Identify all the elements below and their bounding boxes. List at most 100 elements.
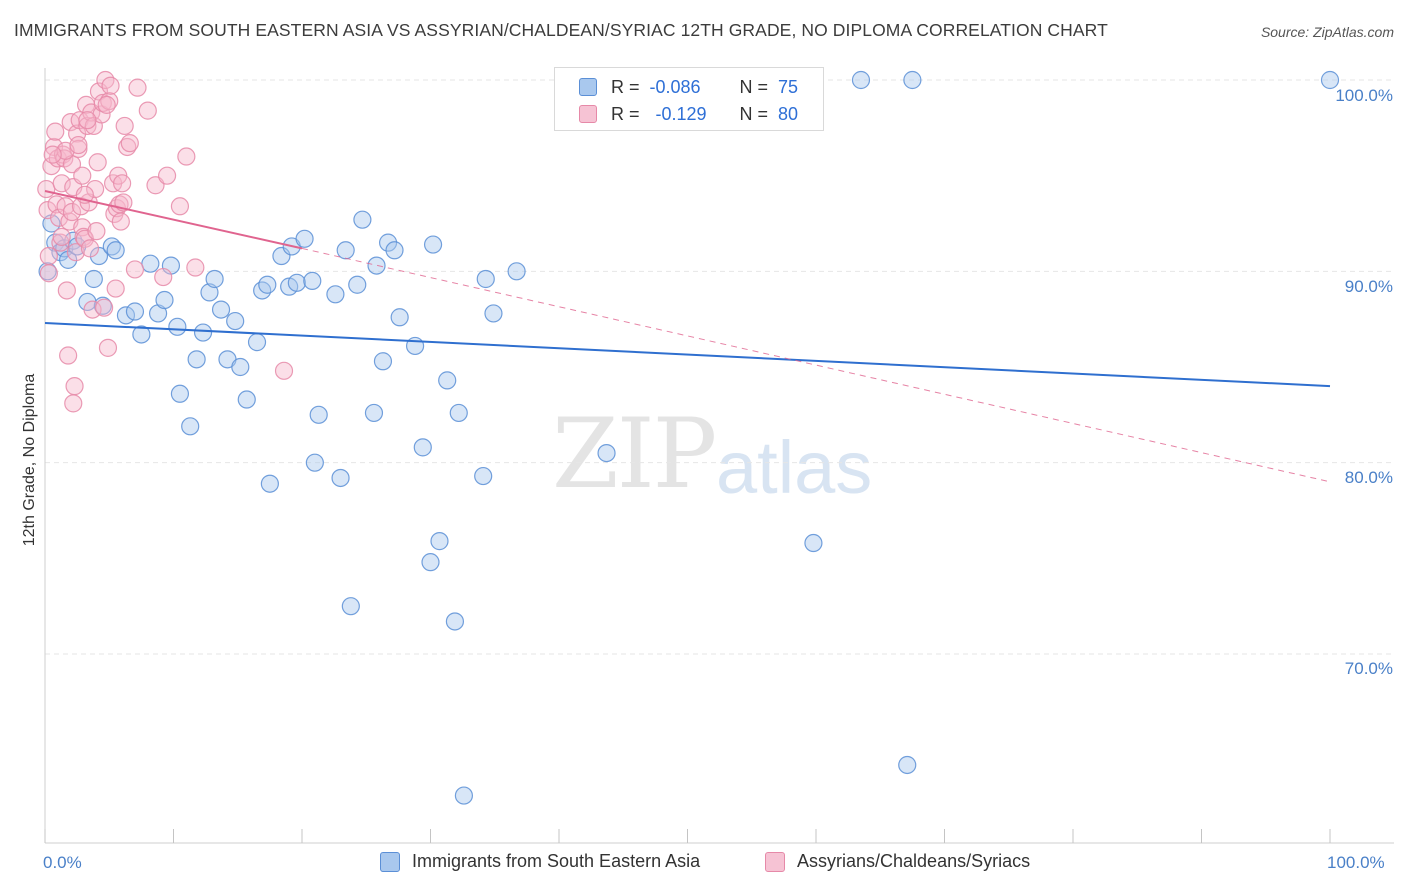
blue-swatch xyxy=(579,78,597,96)
blue-point-51 xyxy=(364,403,384,423)
blue-point-52 xyxy=(367,256,386,275)
pink-point-7 xyxy=(47,195,66,214)
blue-point-50 xyxy=(353,210,372,229)
blue-point-47 xyxy=(336,241,355,260)
blue-point-58 xyxy=(413,438,432,457)
legend-item-blue[interactable]: Immigrants from South Eastern Asia xyxy=(380,851,700,872)
watermark-zip: ZIP xyxy=(552,398,717,510)
blue-point-40 xyxy=(287,273,306,292)
blue-point-65 xyxy=(454,786,474,805)
pink-point-45 xyxy=(96,70,115,90)
series-blue-points xyxy=(38,70,1340,805)
pink-point-67 xyxy=(170,197,190,216)
legend-label-blue: Immigrants from South Eastern Asia xyxy=(412,851,701,871)
blue-point-32 xyxy=(237,390,256,409)
blue-point-46 xyxy=(331,468,350,488)
pink-point-78 xyxy=(73,166,92,185)
pink-point-51 xyxy=(106,279,125,298)
blue-point-71 xyxy=(804,533,823,553)
x-tick-0: 0.0% xyxy=(43,853,82,872)
blue-point-31 xyxy=(231,357,250,377)
pink-point-63 xyxy=(138,101,157,120)
blue-point-66 xyxy=(474,466,493,486)
blue-point-21 xyxy=(168,317,187,336)
pink-point-36 xyxy=(83,300,102,319)
pink-trend-line xyxy=(44,189,303,250)
pink-point-15 xyxy=(57,281,76,300)
pink-point-24 xyxy=(68,124,87,143)
pink-point-70 xyxy=(274,361,294,380)
pink-point-40 xyxy=(88,153,107,172)
pink-point-69 xyxy=(186,258,205,277)
pink-point-44 xyxy=(95,298,114,317)
x-tick-100: 100.0% xyxy=(1327,853,1385,872)
blue-point-14 xyxy=(116,306,136,325)
blue-point-63 xyxy=(445,612,465,631)
blue-point-72 xyxy=(851,70,871,90)
legend-row-pink: R = -0.129 N = 80 xyxy=(555,100,798,128)
blue-point-74 xyxy=(903,70,922,90)
pink-point-23 xyxy=(66,243,85,262)
series-pink-points xyxy=(37,70,294,413)
blue-point-61 xyxy=(430,532,449,551)
pink-swatch xyxy=(765,851,785,872)
blue-point-25 xyxy=(193,323,213,342)
pink-point-34 xyxy=(80,239,100,258)
blue-point-36 xyxy=(260,474,279,493)
blue-point-73 xyxy=(898,755,917,775)
y-tick-80: 80.0% xyxy=(1344,468,1393,487)
pink-point-22 xyxy=(65,377,84,396)
pink-point-73 xyxy=(97,95,116,114)
n-label: N = xyxy=(739,103,769,124)
n-label: N = xyxy=(739,76,769,97)
pink-point-10 xyxy=(51,233,70,252)
blue-point-26 xyxy=(200,283,219,302)
pink-point-61 xyxy=(125,260,145,279)
chart-title: IMMIGRANTS FROM SOUTH EASTERN ASIA VS AS… xyxy=(14,20,1108,40)
blue-point-15 xyxy=(125,302,145,321)
blue-point-62 xyxy=(438,371,457,390)
pink-point-79 xyxy=(64,394,83,413)
pink-point-66 xyxy=(157,166,177,185)
pink-point-77 xyxy=(52,227,71,246)
blue-point-42 xyxy=(303,271,322,290)
blue-point-35 xyxy=(258,275,277,294)
blue-point-48 xyxy=(341,597,360,616)
blue-point-22 xyxy=(170,384,190,403)
blue-swatch xyxy=(380,851,400,872)
pink-point-16 xyxy=(59,346,78,365)
correlation-legend: R = -0.086 N = 75 R = -0.129 N = 80 xyxy=(554,67,824,131)
legend-row-blue: R = -0.086 N = 75 xyxy=(555,73,798,101)
blue-point-27 xyxy=(205,269,224,289)
pink-point-71 xyxy=(78,111,97,130)
pink-point-46 xyxy=(98,338,118,357)
n-value-blue: 75 xyxy=(778,76,799,97)
pink-point-2 xyxy=(39,246,58,266)
legend-item-pink[interactable]: Assyrians/Chaldeans/Syriacs xyxy=(765,851,1030,872)
y-tick-100: 100.0% xyxy=(1335,86,1393,105)
n-value-pink: 80 xyxy=(778,103,799,124)
pink-point-6 xyxy=(46,122,65,141)
blue-point-69 xyxy=(507,262,526,281)
pink-point-62 xyxy=(128,78,147,97)
blue-point-60 xyxy=(423,235,443,254)
pink-point-68 xyxy=(177,147,196,166)
pink-point-74 xyxy=(43,145,62,164)
pink-point-32 xyxy=(78,116,97,136)
blue-point-44 xyxy=(309,405,328,424)
blue-point-9 xyxy=(84,269,103,289)
pink-point-0 xyxy=(37,179,56,199)
blue-point-53 xyxy=(373,352,393,371)
axes xyxy=(44,68,1394,844)
pink-point-28 xyxy=(73,218,92,237)
blue-point-16 xyxy=(132,325,151,344)
source-label: Source: ZipAtlas.com xyxy=(1260,24,1394,40)
blue-point-59 xyxy=(421,553,440,572)
blue-point-41 xyxy=(295,229,314,248)
y-tick-90: 90.0% xyxy=(1344,277,1393,296)
y-tick-70: 70.0% xyxy=(1344,659,1393,678)
r-value-blue: -0.086 xyxy=(649,76,701,97)
pink-point-39 xyxy=(87,222,106,241)
blue-point-75 xyxy=(1320,70,1340,90)
